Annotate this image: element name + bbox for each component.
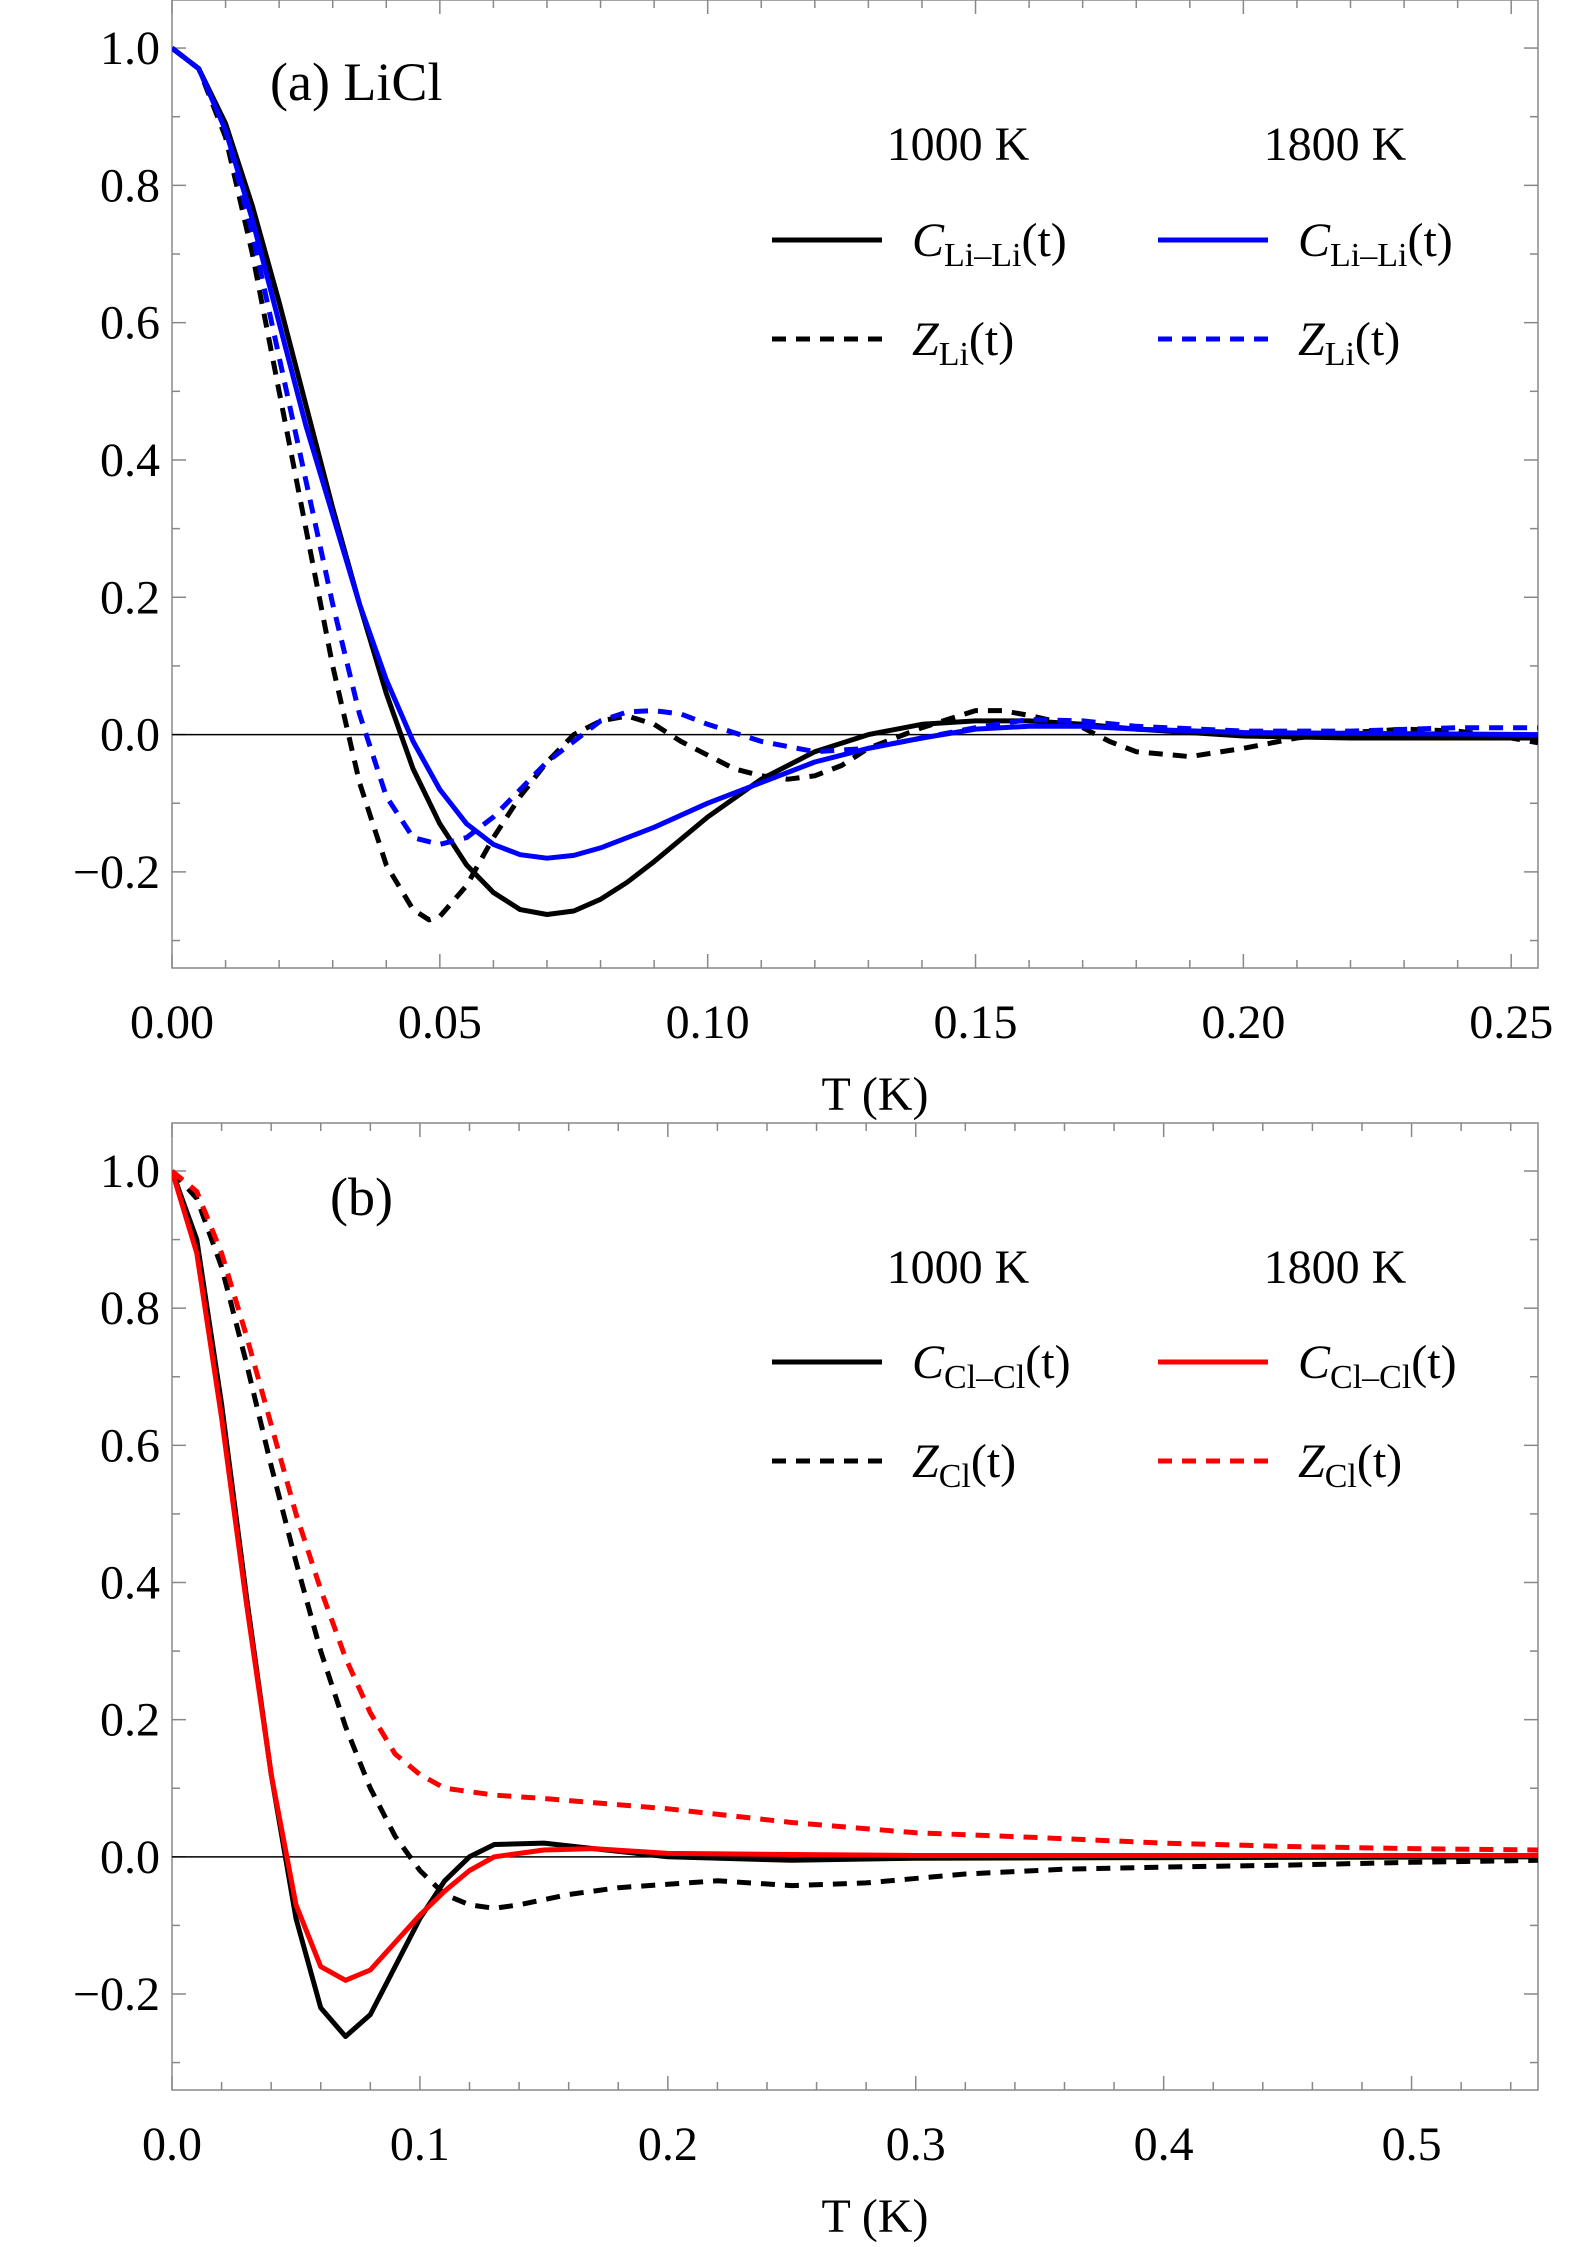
y-tick-label: 0.6 [100, 1419, 160, 1472]
legend-label-sub: Cl [939, 1458, 971, 1495]
legend-label: ZCl(t) [912, 1435, 1016, 1495]
plot-frame [171, 1122, 1539, 2091]
series-line-1 [172, 46, 1538, 923]
chart-panel-a: 0.00 0.05 0.10 0.15 0.20 0.25 −0.2 0.0 0.2 0.4 0.6… [73, 0, 1553, 1121]
series-line-1 [172, 1169, 1538, 1911]
legend-label-sub: Cl–Cl [1330, 1359, 1411, 1396]
x-axis-label: T (K) [821, 2190, 928, 2243]
legend-label-tail: (t) [1357, 1435, 1402, 1488]
legend-label: CCl–Cl(t) [1298, 1336, 1457, 1396]
legend-label: CCl–Cl(t) [912, 1336, 1071, 1396]
legend-label-main: C [1298, 214, 1331, 267]
series-line-2 [172, 1170, 1538, 1983]
legend-label-tail: (t) [1411, 1336, 1456, 1389]
x-tick-label: 0.10 [666, 996, 750, 1049]
legend-label: CLi–Li(t) [1298, 214, 1453, 274]
legend-label-tail: (t) [1021, 214, 1066, 267]
x-tick-label: 0.4 [1134, 2118, 1194, 2171]
legend-label-main: Z [912, 1435, 940, 1488]
x-tick-label: 0.05 [398, 996, 482, 1049]
y-tick-label: 0.6 [100, 297, 160, 350]
legend-label-sub: Li–Li [1330, 237, 1407, 274]
y-tick-label: 0.2 [100, 1694, 160, 1747]
legend-label-sub: Cl [1325, 1458, 1357, 1495]
panel-label: (a) LiCl [270, 52, 442, 112]
legend-label-sub: Li–Li [944, 237, 1021, 274]
y-tick-label: 0.2 [100, 571, 160, 624]
series-line-0 [172, 46, 1538, 917]
legend-label: CLi–Li(t) [912, 214, 1067, 274]
y-tick-label: 0.8 [100, 159, 160, 212]
legend-label-main: Z [1298, 1435, 1326, 1488]
legend-label-main: Z [1298, 313, 1326, 366]
series-line-2 [172, 46, 1538, 861]
legend-label: ZCl(t) [1298, 1435, 1402, 1495]
legend-label-tail: (t) [971, 1435, 1016, 1488]
y-tick-label: −0.2 [73, 1968, 160, 2021]
y-tick-label: 0.8 [100, 1282, 160, 1335]
y-tick-label: 0.4 [100, 1556, 160, 1609]
legend-label-tail: (t) [1407, 214, 1452, 267]
y-tick-label: −0.2 [73, 846, 160, 899]
x-tick-label: 0.5 [1382, 2118, 1442, 2171]
legend-label-main: C [912, 214, 945, 267]
chart-panel-b: 0.0 0.1 0.2 0.3 0.4 0.5 −0.2 0.0 0.2 0.4 0.6 0.8 1.0… [73, 1122, 1539, 2243]
y-tick-label: 0.0 [100, 1831, 160, 1884]
plot-frame [171, 0, 1539, 969]
y-tick-label: 0.0 [100, 709, 160, 762]
legend-label-sub: Cl–Cl [944, 1359, 1025, 1396]
legend-label-main: Z [912, 313, 940, 366]
y-tick-label: 0.4 [100, 434, 160, 487]
x-tick-label: 0.15 [934, 996, 1018, 1049]
legend-label: ZLi(t) [912, 313, 1014, 373]
x-tick-label: 0.20 [1201, 996, 1285, 1049]
legend-label-main: C [912, 1336, 945, 1389]
legend-header: 1000 K [887, 118, 1030, 171]
x-axis-label: T (K) [821, 1068, 928, 1121]
x-tick-label: 0.0 [142, 2118, 202, 2171]
legend-label-tail: (t) [1025, 1336, 1070, 1389]
legend-label-sub: Li [1325, 336, 1355, 373]
legend-header: 1000 K [887, 1241, 1030, 1294]
x-tick-label: 0.3 [886, 2118, 946, 2171]
legend-header: 1800 K [1264, 1241, 1407, 1294]
x-tick-label: 0.25 [1469, 996, 1553, 1049]
series-line-3 [172, 1169, 1538, 1853]
y-tick-label: 1.0 [100, 1145, 160, 1198]
legend-label-sub: Li [939, 336, 969, 373]
x-tick-label: 0.1 [390, 2118, 450, 2171]
panel-label: (b) [330, 1167, 393, 1227]
x-tick-label: 0.2 [638, 2118, 698, 2171]
legend-label: ZLi(t) [1298, 313, 1400, 373]
legend-header: 1800 K [1264, 118, 1407, 171]
series-line-3 [172, 46, 1538, 847]
legend-label-tail: (t) [969, 313, 1014, 366]
x-tick-label: 0.00 [130, 996, 214, 1049]
y-tick-label: 1.0 [100, 22, 160, 75]
series-line-0 [172, 1170, 1538, 2039]
legend-label-main: C [1298, 1336, 1331, 1389]
legend-label-tail: (t) [1355, 313, 1400, 366]
